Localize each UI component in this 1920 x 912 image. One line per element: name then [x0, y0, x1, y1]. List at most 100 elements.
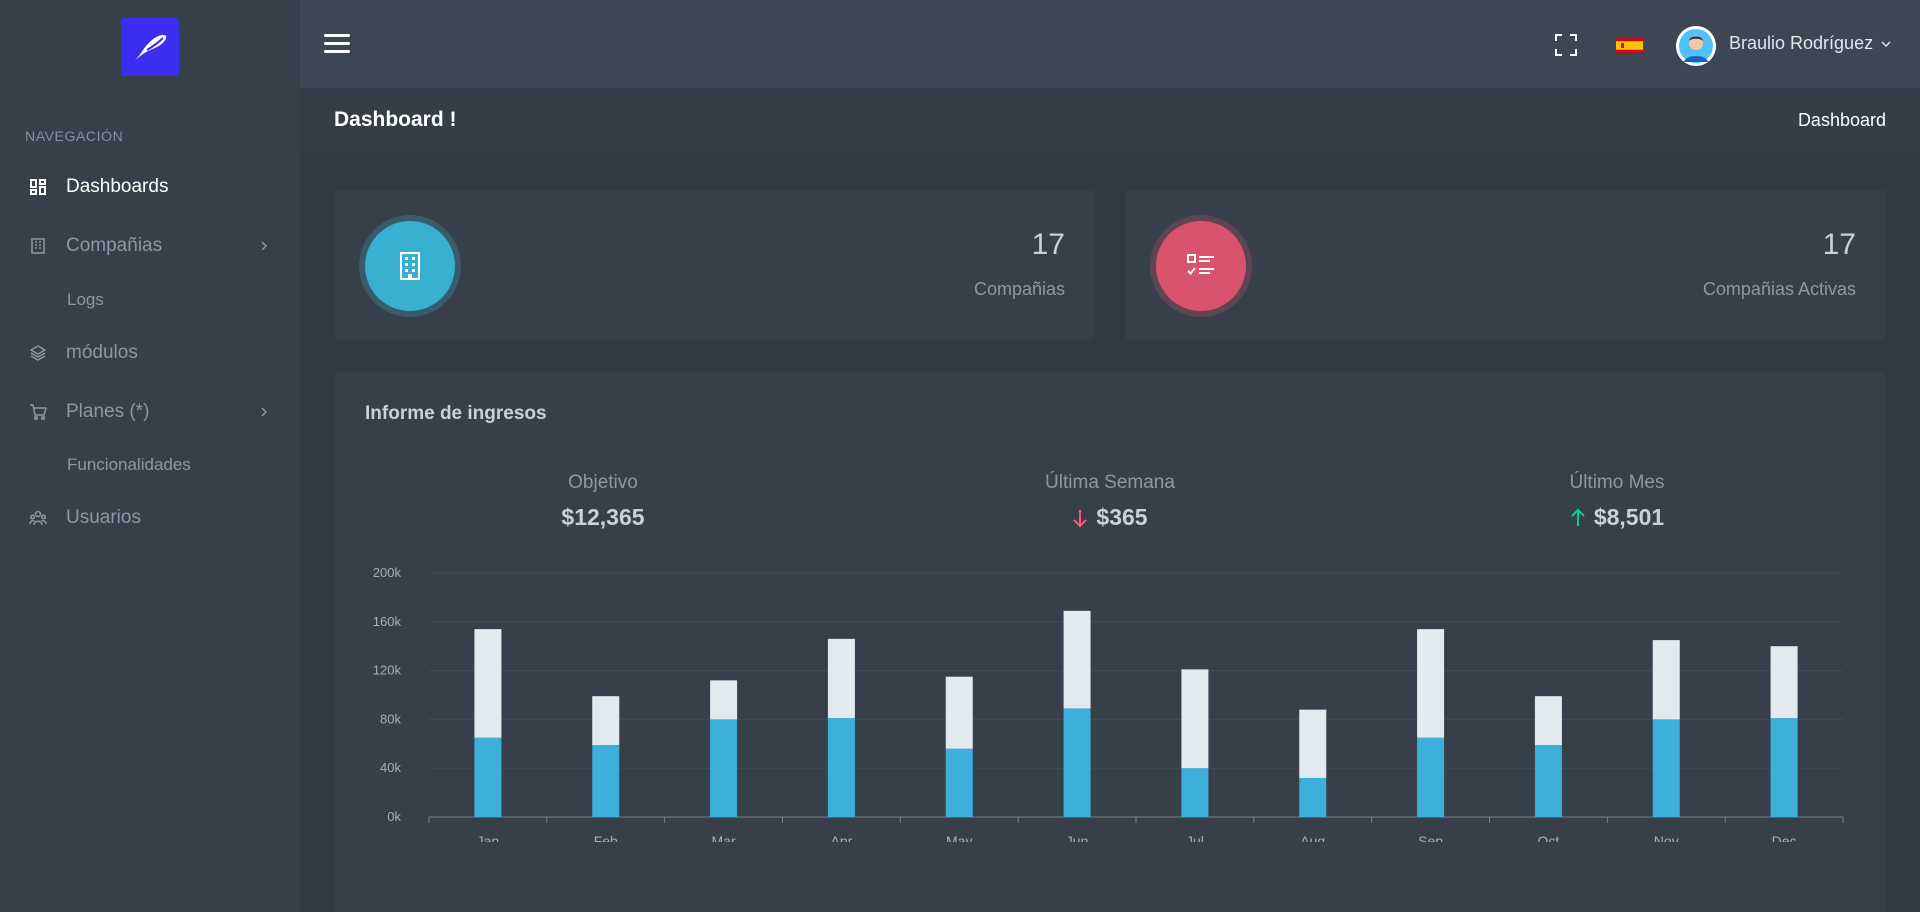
avatar[interactable]	[1676, 26, 1716, 66]
x-tick-label: Jun	[1066, 833, 1089, 842]
hamburger-icon-line	[324, 42, 350, 45]
sidebar-item-planes[interactable]: Planes (*)	[0, 392, 300, 432]
chevron-right-icon	[261, 407, 268, 417]
revenue-report-card: Informe de ingresos Objetivo $12,365 Últ…	[334, 372, 1886, 912]
stat-value: 17	[1822, 228, 1856, 261]
x-tick-label: Apr	[831, 833, 853, 842]
bar-jul-s0	[1181, 768, 1209, 817]
arrow-down-icon	[1073, 509, 1088, 527]
arrow-up-icon	[1571, 508, 1585, 526]
metric-value-text: $12,365	[561, 504, 645, 530]
stat-card-companias: 17 Compañias	[334, 190, 1095, 340]
x-tick-label: Nov	[1654, 833, 1679, 842]
y-tick-label: 80k	[380, 711, 401, 726]
bar-mar-s1	[710, 680, 738, 720]
metric-objetivo: Objetivo $12,365	[453, 472, 753, 531]
sidebar-item-companias[interactable]: Compañias	[0, 226, 300, 266]
chevron-down-icon[interactable]	[1880, 38, 1892, 50]
sidebar-item-dashboards[interactable]: Dashboards	[0, 167, 300, 207]
metric-ultimo-mes: Último Mes $8,501	[1467, 472, 1767, 531]
sidebar-item-label: Compañias	[66, 235, 163, 256]
bar-aug-s1	[1299, 709, 1327, 778]
bar-apr-s0	[827, 718, 855, 817]
sidebar-item-modulos[interactable]: módulos	[0, 333, 300, 373]
building-icon	[28, 236, 48, 256]
metric-label: Última Semana	[1045, 472, 1175, 493]
bar-nov-s1	[1652, 640, 1680, 720]
stat-label: Compañias	[973, 279, 1065, 299]
stat-icon-circle	[1156, 221, 1246, 311]
x-tick-label: Oct	[1538, 833, 1560, 842]
y-tick-label: 120k	[373, 663, 402, 678]
sidebar-item-usuarios[interactable]: Usuarios	[0, 498, 300, 538]
bar-jul-s1	[1181, 669, 1209, 769]
bar-mar-s0	[710, 719, 738, 817]
sidebar-subitem-logs[interactable]: Logs	[67, 290, 104, 309]
dashboard-icon	[28, 177, 48, 197]
layers-icon	[28, 343, 48, 363]
bar-jan-s0	[474, 737, 502, 817]
hamburger-icon-line	[324, 50, 350, 53]
bar-sep-s0	[1417, 737, 1445, 817]
page-title: Dashboard !	[334, 108, 457, 131]
stat-value: 17	[1031, 228, 1065, 261]
nav-section-title: NAVEGACIÓN	[25, 128, 124, 144]
metric-value: $365	[960, 504, 1260, 531]
app-logo[interactable]	[121, 18, 179, 76]
spanish-flag-icon[interactable]	[1616, 37, 1643, 54]
bar-sep-s1	[1417, 629, 1445, 738]
checklist-icon	[1187, 254, 1214, 275]
bar-apr-s1	[827, 638, 855, 719]
bar-may-s1	[945, 676, 973, 749]
sidebar-item-label: Planes (*)	[66, 401, 150, 422]
revenue-title: Informe de ingresos	[365, 403, 547, 424]
x-tick-label: Jul	[1186, 833, 1204, 842]
metric-label: Objetivo	[568, 472, 638, 493]
bar-oct-s0	[1534, 745, 1562, 817]
metric-value: $8,501	[1467, 504, 1767, 531]
cart-icon	[28, 402, 48, 422]
sidebar-subitem-funcionalidades[interactable]: Funcionalidades	[67, 455, 191, 474]
bar-dec-s0	[1770, 718, 1798, 817]
metric-value-text: $8,501	[1593, 504, 1665, 530]
x-tick-label: Feb	[594, 833, 618, 842]
revenue-bar-chart: 0k 40k 80k 120k 160k 200k Jan Feb Mar Apr May Jun Ju…	[373, 565, 1844, 842]
chevron-right-icon	[261, 241, 268, 251]
stat-card-companias-activas: 17 Compañias Activas	[1125, 190, 1886, 340]
x-tick-label: May	[946, 833, 972, 842]
users-icon	[28, 508, 48, 528]
y-tick-label: 40k	[380, 760, 401, 775]
x-tick-label: Dec	[1772, 833, 1797, 842]
bar-aug-s0	[1299, 777, 1327, 817]
y-tick-label: 200k	[373, 565, 402, 580]
metric-ultima-semana: Última Semana $365	[960, 472, 1260, 531]
sidebar: NAVEGACIÓN Dashboards Compañias Logs mód…	[0, 0, 300, 912]
page-title-bar: Dashboard ! Dashboard	[300, 88, 1920, 152]
stat-icon-circle	[365, 221, 455, 311]
sidebar-item-label: Usuarios	[66, 507, 141, 528]
y-tick-label: 0k	[387, 809, 401, 824]
metric-value: $12,365	[453, 504, 753, 531]
bar-jan-s1	[474, 629, 502, 738]
hamburger-icon	[324, 34, 350, 37]
bar-dec-s1	[1770, 646, 1798, 719]
sidebar-item-label: Dashboards	[66, 176, 169, 197]
feather-icon	[135, 35, 167, 60]
user-name[interactable]: Braulio Rodríguez	[1729, 33, 1874, 53]
bar-nov-s0	[1652, 719, 1680, 817]
bar-feb-s1	[592, 696, 620, 746]
topbar: Braulio Rodríguez	[300, 0, 1920, 88]
x-tick-label: Mar	[712, 833, 736, 842]
metric-label: Último Mes	[1569, 472, 1665, 493]
metric-value-text: $365	[1096, 504, 1148, 530]
menu-toggle-button[interactable]	[324, 34, 350, 54]
x-tick-label: Jan	[477, 833, 500, 842]
fullscreen-icon[interactable]	[1554, 33, 1578, 57]
x-tick-label: Aug	[1300, 833, 1325, 842]
bar-jun-s0	[1063, 708, 1091, 817]
bar-oct-s1	[1534, 696, 1562, 746]
stat-label: Compañias Activas	[1702, 279, 1856, 299]
breadcrumb[interactable]: Dashboard	[1797, 110, 1886, 130]
y-tick-label: 160k	[373, 614, 402, 629]
bar-jun-s1	[1063, 610, 1091, 709]
